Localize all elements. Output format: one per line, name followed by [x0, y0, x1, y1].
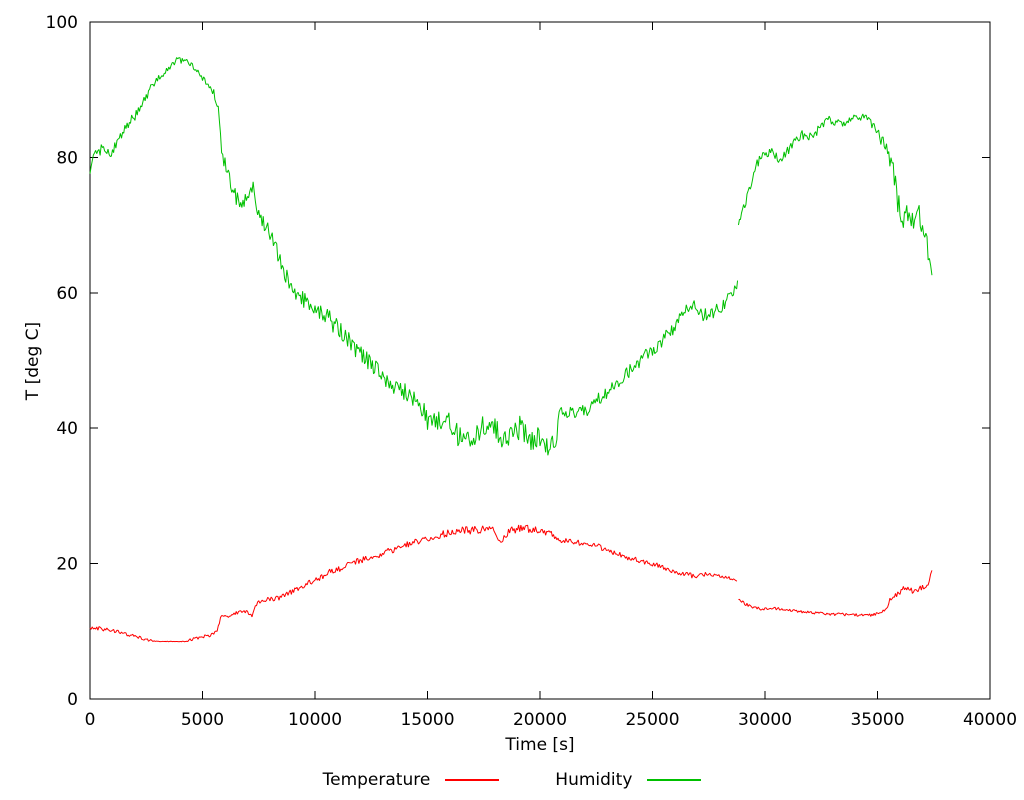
humidity-legend-line — [647, 779, 702, 781]
temperature-series-line — [738, 570, 933, 617]
y-tick-label: 40 — [56, 419, 78, 439]
x-tick-label: 15000 — [400, 710, 454, 730]
x-tick-label: 20000 — [513, 710, 567, 730]
x-tick-label: 25000 — [625, 710, 679, 730]
x-tick-label: 40000 — [963, 710, 1017, 730]
y-axis-label: T [deg C] — [23, 321, 43, 401]
x-tick-label: 35000 — [850, 710, 904, 730]
temperature-series-line — [89, 524, 738, 643]
y-tick-label: 60 — [56, 284, 78, 304]
temperature-legend-line — [445, 779, 500, 781]
y-tick-label: 100 — [46, 13, 78, 33]
legend-item-temperature: Temperature — [323, 770, 500, 790]
plot-border — [89, 21, 991, 700]
humidity-series-line — [737, 113, 933, 276]
temperature-legend-label: Temperature — [322, 770, 431, 790]
humidity-series-line — [89, 57, 739, 456]
humidity-legend-label: Humidity — [555, 770, 633, 790]
legend-item-humidity: Humidity — [555, 770, 702, 790]
x-tick-label: 10000 — [288, 710, 342, 730]
y-tick-label: 20 — [56, 555, 78, 575]
legend: Temperature Humidity — [0, 770, 1024, 790]
x-tick-label: 30000 — [738, 710, 792, 730]
x-tick-label: 5000 — [181, 710, 224, 730]
x-axis-label: Time [s] — [505, 735, 575, 755]
y-tick-label: 80 — [56, 148, 78, 168]
x-tick-label: 0 — [85, 710, 96, 730]
y-tick-label: 0 — [67, 690, 78, 710]
